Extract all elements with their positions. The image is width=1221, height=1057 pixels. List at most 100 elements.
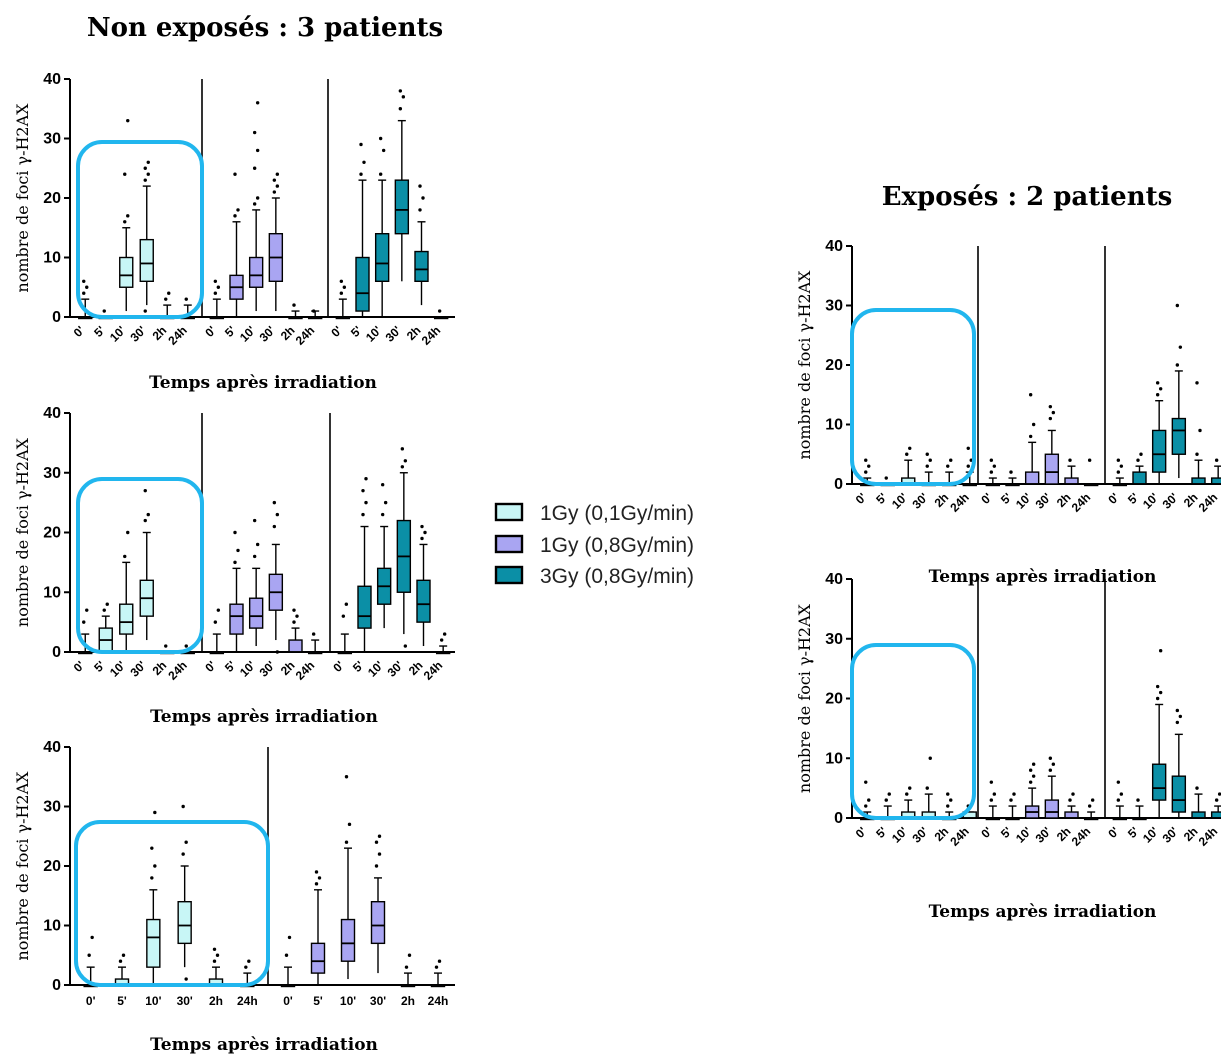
outlier-point [126, 530, 130, 535]
y-tick-label: 20 [43, 525, 61, 542]
legend-label-2: 1Gy (0,8Gy/min) [540, 534, 694, 557]
outlier-point [339, 291, 344, 295]
y-tick-label: 0 [834, 810, 843, 827]
outlier-point [1028, 434, 1033, 439]
outlier-point [928, 458, 932, 462]
outlier-point [442, 632, 447, 636]
outlier-point [887, 792, 891, 796]
y-axis-label: nombre de foci γ-H2AX [13, 437, 32, 627]
outlier-point [1175, 708, 1180, 713]
y-tick-label: 30 [43, 465, 61, 482]
outlier-point [1195, 452, 1199, 456]
legend-swatch-2 [494, 534, 524, 554]
outlier-point [864, 804, 868, 808]
outlier-point [344, 602, 349, 606]
outlier-point [85, 285, 89, 289]
y-tick-label: 20 [43, 190, 61, 207]
outlier-point [82, 279, 86, 283]
x-tick-label: 10' [237, 323, 258, 344]
outlier-point [378, 172, 383, 176]
outlier-point [1031, 422, 1036, 427]
outlier-point [908, 446, 912, 450]
outlier-point [1136, 798, 1140, 802]
outlier-point [1158, 690, 1163, 695]
x-tick-label: 5' [998, 490, 1015, 507]
outlier-point [87, 953, 91, 957]
outlier-point [295, 614, 299, 618]
outlier-point [311, 632, 316, 636]
outlier-point [164, 297, 168, 301]
outlier-point [255, 148, 260, 153]
x-axis-label: Temps après irradiation [929, 567, 1157, 587]
outlier-point [102, 309, 106, 313]
outlier-point [992, 792, 997, 796]
outlier-point [184, 297, 188, 301]
outlier-point [946, 464, 950, 468]
x-tick-label: 10' [1140, 490, 1161, 511]
outlier-point [252, 554, 257, 559]
outlier-point [989, 470, 994, 474]
outlier-point [1178, 345, 1183, 349]
outlier-point [1116, 780, 1121, 784]
y-tick-label: 20 [43, 858, 61, 875]
x-tick-label: 10' [889, 490, 910, 511]
x-tick-label: 10' [107, 658, 128, 679]
x-tick-label: 0' [86, 994, 96, 1008]
outlier-point [244, 965, 248, 969]
box [340, 918, 356, 962]
legend-label-3: 3Gy (0,8Gy/min) [540, 565, 694, 588]
x-tick-label: 24h [419, 323, 444, 348]
outlier-point [146, 160, 150, 164]
outlier-point [361, 512, 365, 517]
x-tick-label: 2h [209, 994, 223, 1008]
outlier-point [381, 148, 386, 153]
group-title-exposed: Exposés : 2 patients [882, 182, 1173, 212]
box [139, 238, 154, 282]
outlier-point [401, 95, 406, 99]
outlier-point [1051, 410, 1056, 415]
x-axis-label: Temps après irradiation [929, 902, 1157, 922]
x-tick-label: 10' [1140, 824, 1161, 845]
outlier-point [126, 118, 130, 123]
x-tick-label: 5' [91, 658, 108, 675]
x-tick-label: 10' [107, 323, 128, 344]
outlier-point [272, 524, 277, 529]
chart-panel-4: 0 10 20 30 40 nombre de foci γ-H2AX Temps aprè… [795, 238, 1221, 587]
chart-panel-5: 0 10 20 30 40 nombre de foci γ-H2AX Temps aprè… [795, 571, 1221, 922]
outlier-point [252, 202, 257, 206]
box [119, 256, 134, 288]
box [374, 232, 390, 282]
outlier-point [143, 488, 147, 493]
box [1171, 417, 1187, 455]
x-tick-label: 10' [340, 994, 356, 1008]
outlier-point [400, 447, 405, 451]
outlier-point [966, 464, 970, 468]
y-tick-label: 10 [825, 750, 843, 767]
x-tick-label: 0' [202, 658, 219, 675]
legend-label-1: 1Gy (0,1Gy/min) [540, 502, 694, 525]
x-tick-label: 24h [421, 658, 446, 683]
box [248, 256, 264, 288]
box [310, 942, 326, 974]
outlier-point [1028, 780, 1033, 784]
outlier-point [925, 464, 929, 468]
outlier-point [1051, 762, 1056, 766]
outlier-point [361, 488, 365, 493]
outlier-point [864, 780, 868, 784]
outlier-point [364, 477, 368, 481]
outlier-point [867, 464, 871, 468]
outlier-point [252, 130, 257, 135]
box [414, 250, 429, 283]
outlier-point [418, 184, 422, 188]
x-tick-label: 0' [283, 994, 293, 1008]
outlier-point [1155, 684, 1160, 689]
x-tick-label: 5' [348, 323, 365, 340]
outlier-point [314, 870, 319, 874]
outlier-point [420, 536, 424, 541]
outlier-point [121, 953, 126, 957]
outlier-point [1158, 649, 1163, 653]
outlier-point [374, 840, 379, 844]
outlier-point [272, 178, 277, 182]
outlier-point [420, 524, 424, 529]
outlier-point [864, 470, 868, 474]
